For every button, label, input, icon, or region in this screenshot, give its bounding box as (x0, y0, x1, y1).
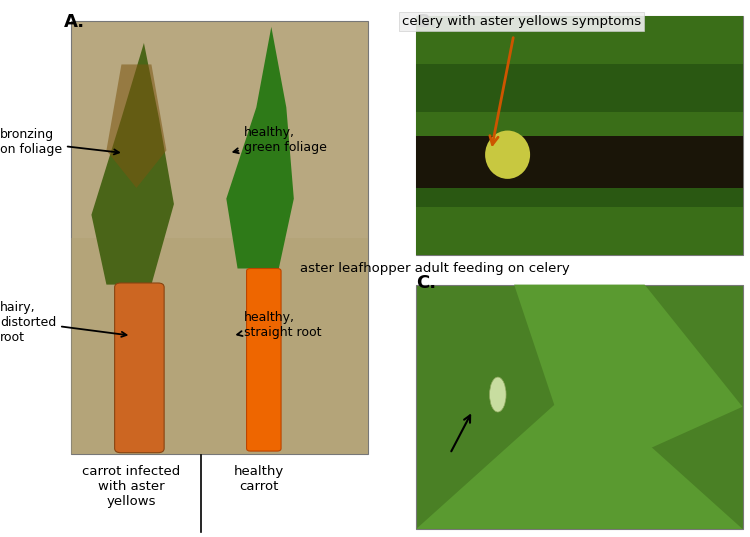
Text: aster leafhopper adult feeding on celery: aster leafhopper adult feeding on celery (300, 262, 570, 275)
Bar (416, 112, 742, 159)
Bar (416, 207, 742, 255)
Ellipse shape (485, 130, 530, 179)
Text: A.: A. (64, 13, 85, 32)
Bar (71, 237, 368, 454)
Text: B.: B. (416, 13, 436, 32)
Polygon shape (514, 285, 742, 480)
Text: carrot infected
with aster
yellows: carrot infected with aster yellows (82, 465, 180, 507)
Bar (71, 21, 368, 454)
Bar (416, 64, 742, 112)
Text: bronzing
on foliage: bronzing on foliage (0, 128, 119, 156)
Bar (416, 285, 742, 529)
Polygon shape (226, 27, 294, 268)
Text: hairy,
distorted
root: hairy, distorted root (0, 301, 127, 344)
Polygon shape (416, 382, 742, 529)
Text: celery with aster yellows symptoms: celery with aster yellows symptoms (402, 15, 640, 28)
Text: healthy
carrot: healthy carrot (234, 465, 284, 492)
Bar (416, 135, 742, 188)
Text: C.: C. (416, 274, 436, 292)
Polygon shape (106, 64, 166, 188)
Text: healthy,
green foliage: healthy, green foliage (233, 126, 327, 154)
Polygon shape (92, 43, 174, 285)
Bar (416, 159, 742, 207)
Bar (416, 16, 742, 64)
FancyBboxPatch shape (247, 268, 281, 451)
Ellipse shape (490, 377, 506, 412)
Text: healthy,
straight root: healthy, straight root (237, 311, 321, 339)
FancyBboxPatch shape (115, 283, 164, 453)
Bar (416, 16, 742, 255)
